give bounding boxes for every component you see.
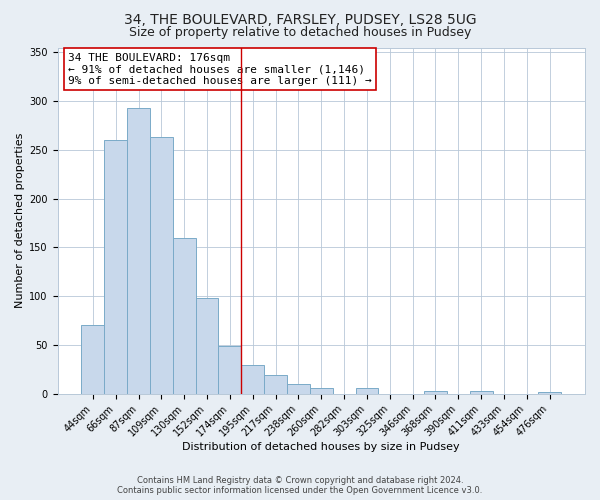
Bar: [424, 391, 447, 394]
Text: Size of property relative to detached houses in Pudsey: Size of property relative to detached ho…: [129, 26, 471, 39]
Bar: [127, 108, 150, 394]
Y-axis label: Number of detached properties: Number of detached properties: [15, 133, 25, 308]
Bar: [287, 384, 310, 394]
Bar: [241, 366, 264, 394]
Bar: [310, 388, 332, 394]
Bar: [356, 388, 379, 394]
Bar: [150, 137, 173, 394]
Bar: [218, 346, 241, 394]
Bar: [538, 392, 561, 394]
Bar: [104, 140, 127, 394]
Text: 34 THE BOULEVARD: 176sqm
← 91% of detached houses are smaller (1,146)
9% of semi: 34 THE BOULEVARD: 176sqm ← 91% of detach…: [68, 52, 372, 86]
Text: 34, THE BOULEVARD, FARSLEY, PUDSEY, LS28 5UG: 34, THE BOULEVARD, FARSLEY, PUDSEY, LS28…: [124, 12, 476, 26]
X-axis label: Distribution of detached houses by size in Pudsey: Distribution of detached houses by size …: [182, 442, 460, 452]
Bar: [196, 298, 218, 394]
Bar: [264, 375, 287, 394]
Bar: [173, 238, 196, 394]
Text: Contains HM Land Registry data © Crown copyright and database right 2024.
Contai: Contains HM Land Registry data © Crown c…: [118, 476, 482, 495]
Bar: [470, 391, 493, 394]
Bar: [82, 326, 104, 394]
